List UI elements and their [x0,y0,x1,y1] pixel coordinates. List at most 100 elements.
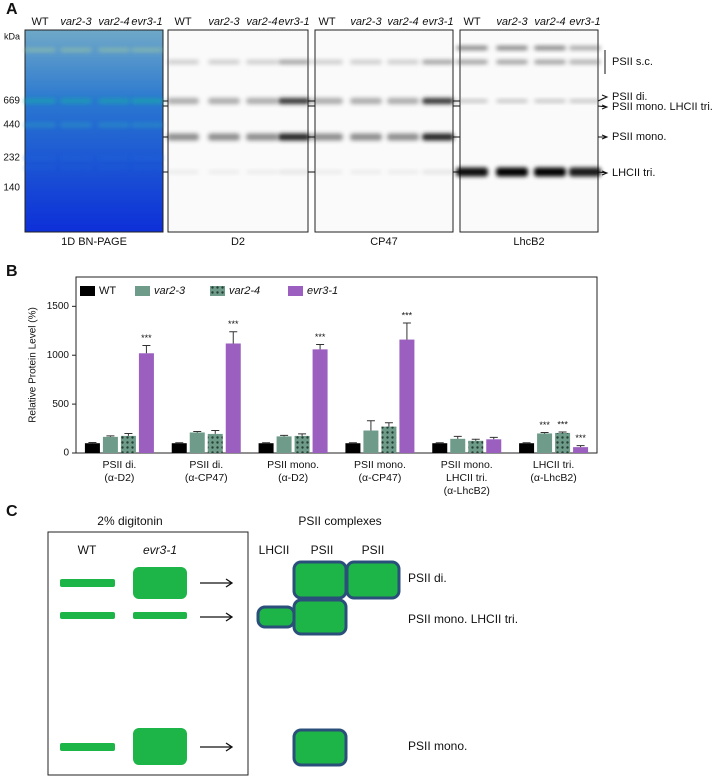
legend-swatch [135,286,150,296]
y-tick-label: 1000 [47,350,70,361]
band [422,133,454,141]
band [24,166,56,170]
significance: *** [402,310,413,320]
x-tick-label: PSII mono. [441,459,493,471]
y-tick-label: 0 [63,448,69,459]
plot-frame [75,276,598,454]
band [208,60,240,64]
lane-label: var2-4 [534,16,565,28]
complex-label: PSII mono. [408,739,467,753]
error-bar [106,435,115,437]
x-tick-label: (α-LhcB2) [444,485,490,497]
lane-label: var2-3 [208,16,240,28]
x-tick-label: LHCII tri. [446,472,487,484]
band [496,46,528,50]
band [246,133,278,141]
legend-swatch [288,286,303,296]
complex-unit [345,560,401,600]
lane-label: WT [318,16,335,28]
band [311,170,343,174]
complex-unit [292,728,348,767]
complex-unit [292,560,348,600]
x-tick-label: (α-D2) [104,472,134,484]
bar [573,447,589,453]
band [422,98,454,104]
band [246,170,278,174]
band [98,166,130,170]
significance: *** [539,420,550,430]
error-bar [402,322,411,340]
band [496,167,528,177]
band [60,123,92,127]
gel-band [60,579,115,587]
error-bar [211,430,220,434]
band [387,60,419,64]
bar [312,349,328,453]
x-tick-label: PSII mono. [354,459,406,471]
band [569,60,601,64]
band [278,170,310,174]
band [311,98,343,104]
gel-title: 2% digitonin [97,514,162,528]
error-bar [298,433,307,436]
gel-frame [47,531,249,776]
error-bar [489,436,498,440]
lane-label: var2-4 [246,16,277,28]
bar [258,443,274,453]
legend-label: var2-4 [229,285,260,297]
bar [171,443,187,453]
bar [276,436,292,453]
bar [345,443,361,453]
band [208,170,240,174]
band [350,60,382,64]
error-bar [193,430,202,433]
marker-label: 140 [3,183,20,194]
band [98,48,130,52]
band [131,48,163,52]
band [167,133,199,141]
band [208,98,240,104]
band-label: LHCII tri. [612,167,655,179]
band [387,170,419,174]
band [131,166,163,170]
x-tick-label: (α-D2) [278,472,308,484]
band [456,60,488,64]
blot-bands [24,46,601,177]
bar [363,430,379,453]
gel-band [60,612,115,619]
arrow [200,742,234,752]
lane-label: WT [174,16,191,28]
bar [555,432,571,453]
band [24,98,56,104]
arrow [200,612,234,622]
panel-label: A [6,1,18,18]
bar [120,435,136,453]
band [534,167,566,177]
band [569,46,601,50]
bar [381,426,397,453]
lane-label: var2-3 [496,16,528,28]
error-bar [88,441,97,444]
marker-label: 669 [3,96,20,107]
bar [432,443,448,453]
y-tick-label: 500 [52,399,69,410]
band [456,167,488,177]
lane-label: evr3-1 [131,16,162,28]
band [534,99,566,103]
diagram [60,560,401,767]
x-tick-label: LHCII tri. [533,459,574,471]
bar [189,432,205,453]
error-bar [316,343,325,350]
lane-label: var2-4 [387,16,418,28]
gel-band [133,612,187,619]
lane-label: var2-3 [350,16,382,28]
y-axis-label: Relative Protein Level (%) [28,307,39,423]
panel-label: C [6,503,18,520]
legend-label: evr3-1 [307,285,338,297]
legend-label: var2-3 [154,285,186,297]
gel-band [133,728,187,765]
error-bar [558,431,567,433]
error-bar [124,432,133,436]
diagram-title: PSII complexes [298,514,381,528]
band [311,60,343,64]
